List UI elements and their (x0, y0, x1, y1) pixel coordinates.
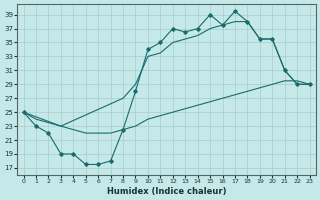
X-axis label: Humidex (Indice chaleur): Humidex (Indice chaleur) (107, 187, 226, 196)
